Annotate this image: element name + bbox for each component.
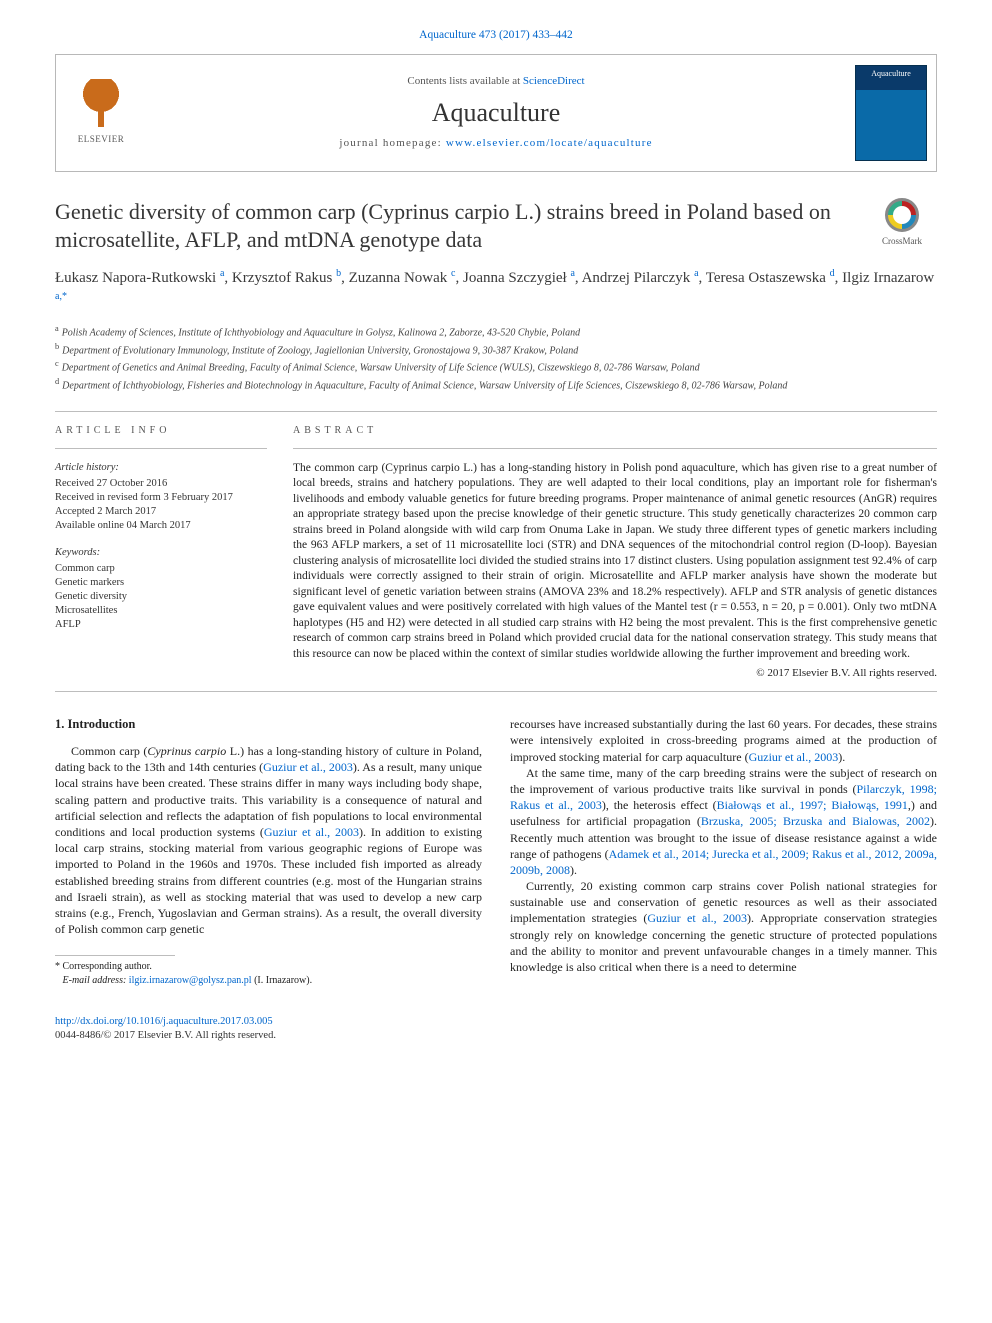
page-footer: http://dx.doi.org/10.1016/j.aquaculture.… — [55, 1015, 937, 1043]
abstract-copyright: © 2017 Elsevier B.V. All rights reserved… — [293, 666, 937, 681]
abstract-heading: ABSTRACT — [293, 424, 937, 438]
publisher-logo-cell: ELSEVIER — [56, 55, 146, 171]
masthead: ELSEVIER Contents lists available at Sci… — [55, 54, 937, 172]
rule-abs-1 — [293, 448, 937, 449]
body-two-column: 1. Introduction Common carp (Cyprinus ca… — [55, 716, 937, 987]
elsevier-logo: ELSEVIER — [78, 79, 125, 145]
elsevier-tree-icon — [78, 79, 124, 129]
journal-homepage-link[interactable]: www.elsevier.com/locate/aquaculture — [446, 137, 653, 149]
keyword-4: Microsatellites — [55, 604, 267, 618]
affiliation-d: dDepartment of Ichthyobiology, Fisheries… — [55, 376, 937, 393]
intro-para-4: Currently, 20 existing common carp strai… — [510, 878, 937, 975]
masthead-center: Contents lists available at ScienceDirec… — [146, 55, 846, 171]
crossmark-label: CrossMark — [882, 235, 922, 247]
keywords-block: Keywords: Common carp Genetic markers Ge… — [55, 546, 267, 633]
article-info-heading: ARTICLE INFO — [55, 424, 267, 438]
keyword-1: Common carp — [55, 562, 267, 576]
keywords-head: Keywords: — [55, 546, 267, 560]
keyword-3: Genetic diversity — [55, 590, 267, 604]
abstract-text: The common carp (Cyprinus carpio L.) has… — [293, 461, 937, 663]
footnote-rule — [55, 955, 175, 956]
crossmark-icon — [885, 198, 919, 232]
author-list: Łukasz Napora-Rutkowski a, Krzysztof Rak… — [55, 266, 937, 313]
affiliation-a: aPolish Academy of Sciences, Institute o… — [55, 323, 937, 340]
rule-below-abstract — [55, 691, 937, 692]
history-head: Article history: — [55, 461, 267, 475]
history-line-3: Accepted 2 March 2017 — [55, 505, 267, 519]
abstract-column: ABSTRACT The common carp (Cyprinus carpi… — [293, 424, 937, 681]
crossmark-widget[interactable]: CrossMark — [867, 198, 937, 247]
affiliation-b: bDepartment of Evolutionary Immunology, … — [55, 341, 937, 358]
running-citation: Aquaculture 473 (2017) 433–442 — [55, 28, 937, 44]
contents-line: Contents lists available at ScienceDirec… — [407, 74, 584, 89]
section-1-heading: 1. Introduction — [55, 716, 482, 733]
history-line-1: Received 27 October 2016 — [55, 477, 267, 491]
history-line-4: Available online 04 March 2017 — [55, 519, 267, 533]
keyword-2: Genetic markers — [55, 576, 267, 590]
rule-top — [55, 411, 937, 412]
homepage-prefix: journal homepage: — [339, 137, 446, 149]
corresponding-footnote: * Corresponding author. E-mail address: … — [55, 960, 482, 987]
keyword-5: AFLP — [55, 618, 267, 632]
intro-para-2: recourses have increased substantially d… — [510, 716, 937, 765]
article-info-column: ARTICLE INFO Article history: Received 2… — [55, 424, 267, 681]
citation-volpages: 473 (2017) 433–442 — [476, 29, 573, 41]
footnote-email-link[interactable]: ilgiz.irnazarow@golysz.pan.pl — [129, 975, 252, 986]
footnote-email-who: (I. Irnazarow). — [254, 975, 312, 986]
article-history: Article history: Received 27 October 201… — [55, 461, 267, 534]
journal-homepage-line: journal homepage: www.elsevier.com/locat… — [339, 136, 652, 151]
article-title: Genetic diversity of common carp (Cyprin… — [55, 198, 849, 254]
footnote-email-label: E-mail address: — [63, 975, 127, 986]
citation-journal-link[interactable]: Aquaculture — [419, 29, 476, 41]
history-line-2: Received in revised form 3 February 2017 — [55, 491, 267, 505]
elsevier-wordmark: ELSEVIER — [78, 133, 125, 145]
sciencedirect-link[interactable]: ScienceDirect — [523, 75, 585, 87]
intro-para-3: At the same time, many of the carp breed… — [510, 765, 937, 878]
affiliations: aPolish Academy of Sciences, Institute o… — [55, 323, 937, 393]
footnote-corresponding: Corresponding author. — [63, 961, 152, 972]
journal-name: Aquaculture — [432, 95, 561, 130]
intro-para-1: Common carp (Cyprinus carpio L.) has a l… — [55, 743, 482, 937]
rule-info-1 — [55, 448, 267, 449]
affiliation-c: cDepartment of Genetics and Animal Breed… — [55, 358, 937, 375]
doi-link[interactable]: http://dx.doi.org/10.1016/j.aquaculture.… — [55, 1016, 273, 1027]
journal-cover-cell: Aquaculture — [846, 55, 936, 171]
issn-copyright: 0044-8486/© 2017 Elsevier B.V. All right… — [55, 1030, 276, 1041]
journal-cover-thumb: Aquaculture — [855, 65, 927, 161]
contents-prefix: Contents lists available at — [407, 75, 522, 87]
footnote-star-icon: * — [55, 961, 60, 972]
